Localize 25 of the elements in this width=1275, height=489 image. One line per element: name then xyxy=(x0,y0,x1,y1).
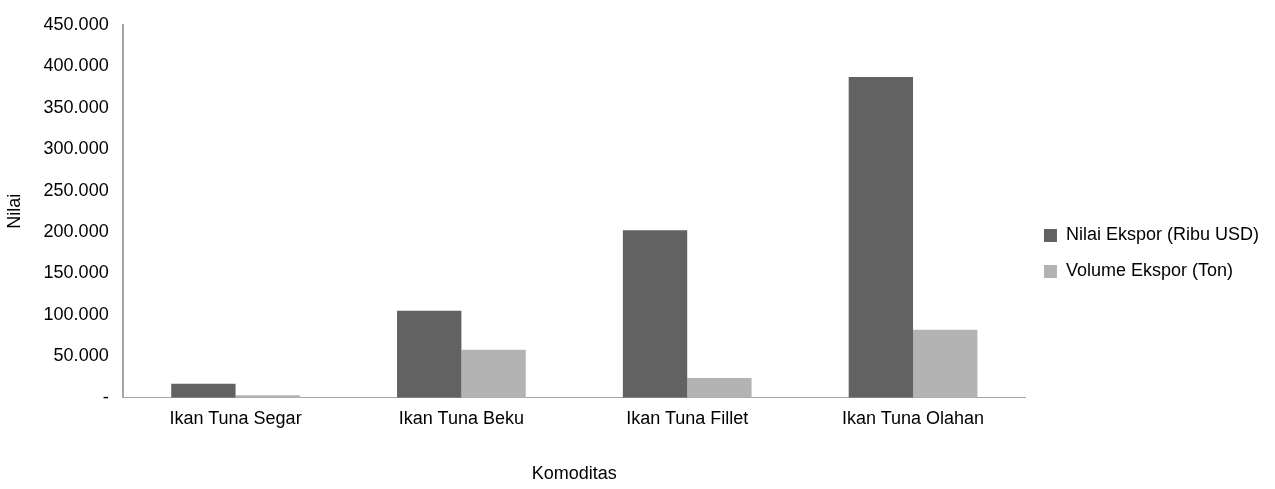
bar xyxy=(461,349,526,398)
x-tick-label: Ikan Tuna Fillet xyxy=(626,407,749,428)
x-tick-label: Ikan Tuna Olahan xyxy=(841,407,985,428)
y-tick-label: 200.000 xyxy=(43,220,109,241)
bar xyxy=(848,77,914,398)
y-tick-label: 450.000 xyxy=(43,13,109,34)
y-tick-label: 50.000 xyxy=(53,345,109,366)
y-axis-title: Nilai xyxy=(3,193,24,229)
y-tick-label: 100.000 xyxy=(43,303,109,324)
bar xyxy=(622,230,688,398)
x-tick-label: Ikan Tuna Beku xyxy=(398,407,524,428)
bar xyxy=(397,310,462,398)
legend-label: Nilai Ekspor (Ribu USD) xyxy=(1065,224,1259,245)
y-tick-label: 400.000 xyxy=(43,55,109,76)
y-tick-label: 150.000 xyxy=(43,262,109,283)
legend-label: Volume Ekspor (Ton) xyxy=(1065,260,1234,281)
bar xyxy=(171,383,236,398)
x-tick-label: Ikan Tuna Segar xyxy=(169,407,302,428)
bar xyxy=(687,377,752,398)
y-tick-label: 300.000 xyxy=(43,138,109,159)
y-tick-label: - xyxy=(102,386,109,407)
bar xyxy=(913,329,978,398)
y-tick-label: 250.000 xyxy=(43,179,109,200)
y-tick-label: 350.000 xyxy=(43,96,109,117)
x-axis-title: Komoditas xyxy=(531,463,617,484)
